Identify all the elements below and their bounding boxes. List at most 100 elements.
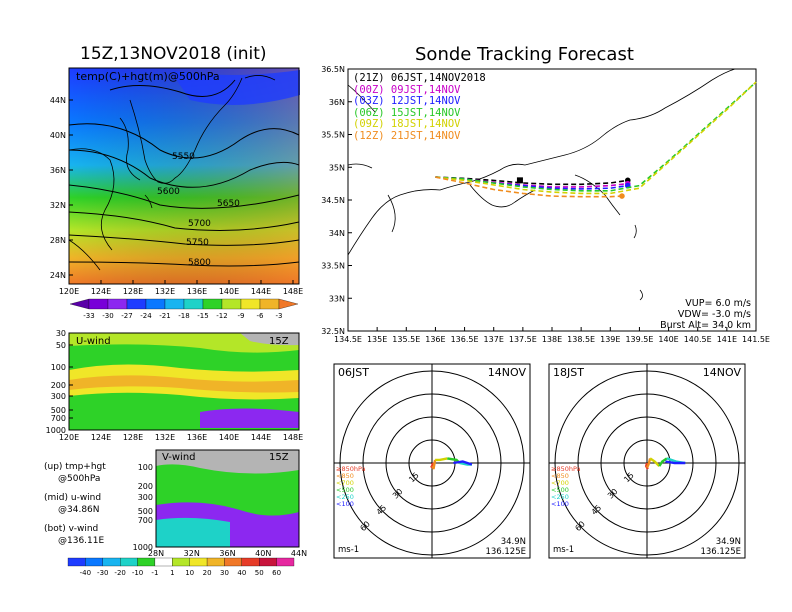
wind-swatch-3 (120, 557, 138, 567)
track-series-3 (435, 81, 757, 192)
track-legend-item-0: (21Z) 06JST,14NOV2018 (353, 72, 486, 84)
legend-mid-b: @34.86N (58, 505, 100, 515)
wind-swatch-6 (172, 557, 190, 567)
temp-swatch-3 (126, 298, 147, 310)
x-tick-label-0: 134.5E (334, 335, 362, 344)
y-tick-label-4: 34.5N (321, 196, 345, 205)
temp-scale-label-2: -27 (121, 312, 132, 320)
hodo-pressure-legend-3: <500 (551, 486, 569, 494)
y-tick-label-7: 33N (329, 294, 345, 303)
info-vup: VUP= 6.0 m/s (685, 298, 751, 309)
temp-swatch-2 (107, 298, 128, 310)
temp-swatch-6 (183, 298, 204, 310)
map-lat-label-0: 44N (50, 96, 66, 105)
contour-label-5650: 5650 (217, 199, 240, 209)
map-lat-label-1: 40N (50, 131, 66, 140)
uwind-lon-label-7: 148E (283, 433, 303, 442)
wind-scale-label-0: -40 (80, 569, 91, 577)
track-legend-item-2: (03Z) 12JST,14NOV (353, 95, 461, 107)
vwind-level-2: 300 (138, 493, 153, 502)
x-tick-label-8: 138.5E (567, 335, 595, 344)
wind-scale-label-2: -20 (114, 569, 125, 577)
height-contours (68, 79, 300, 267)
vwind-level-0: 100 (138, 463, 153, 472)
hodo-lat: 34.9N (501, 537, 526, 547)
uwind-lon-label-5: 140E (219, 433, 239, 442)
vwind-level-3: 500 (138, 507, 153, 516)
track-frame (347, 68, 757, 332)
track-legend-item-1: (00Z) 09JST,14NOV (353, 83, 461, 96)
hodo-lat: 34.9N (716, 537, 741, 547)
map-lon-label-0: 120E (59, 287, 79, 296)
temp-scale-label-9: -6 (257, 312, 265, 320)
uwind-level-6: 700 (51, 414, 66, 423)
uwind-level-3: 200 (51, 381, 66, 390)
hodo-trace-5 (453, 460, 473, 466)
contour-label-5600: 5600 (157, 187, 180, 197)
hodo-trace-5 (665, 460, 686, 465)
temp-swatch-10 (259, 298, 280, 310)
wind-scale-label-7: 20 (203, 569, 212, 577)
temp-swatch-8 (221, 298, 242, 310)
contour-label-5550: 5550 (172, 152, 195, 162)
vwind-level-4: 700 (138, 516, 153, 525)
legend-up-b: @500hPa (58, 474, 101, 484)
temp-swatch-1 (88, 298, 109, 310)
hodo-time: 06JST (338, 366, 369, 379)
x-tick-label-4: 136.5E (451, 335, 479, 344)
vwind-surface-inner (156, 517, 230, 547)
temp-swatch-11 (278, 298, 299, 310)
track-legend: (21Z) 06JST,14NOV2018 (00Z) 09JST,14NOV (0… (353, 72, 486, 142)
map-lon-label-5: 140E (219, 287, 239, 296)
temp-swatch-5 (164, 298, 185, 310)
temp-field-shade (69, 68, 299, 284)
track-legend-item-5: (12Z) 21JST,14NOV (353, 129, 461, 142)
vwind-band-top (156, 450, 299, 474)
uwind-label: U-wind (76, 336, 111, 347)
vwind-level-1: 200 (138, 482, 153, 491)
legend-bot-b: @136.11E (58, 536, 105, 546)
uwind-jet-core (69, 375, 299, 393)
hodo-units: ms-1 (338, 545, 359, 555)
uwind-lon-label-6: 144E (251, 433, 271, 442)
track-end-5 (619, 193, 625, 199)
track-lines (435, 81, 757, 199)
temp-scale-label-4: -21 (159, 312, 170, 320)
temp-scale-label-0: -33 (83, 312, 94, 320)
vwind-level-5: 1000 (133, 543, 153, 552)
x-tick-label-13: 141E (717, 335, 737, 344)
wind-swatch-1 (85, 557, 103, 567)
legend-mid-a: (mid) u-wind (44, 493, 102, 503)
wind-colorbar: -40 -30 -20 -10 -1 1 10 20 30 40 50 60 (67, 557, 295, 577)
uwind-band-top (240, 333, 299, 346)
x-tick-label-9: 139E (600, 335, 620, 344)
hodo-time: 18JST (553, 366, 584, 379)
uwind-frame (68, 332, 300, 431)
hodo-units: ms-1 (553, 545, 574, 555)
uwind-lon-label-1: 124E (91, 433, 111, 442)
hodo-pressure-legend-2: <700 (336, 479, 354, 487)
x-tick-label-12: 140.5E (684, 335, 712, 344)
map-lon-label-4: 136E (187, 287, 207, 296)
hodo-trace-1 (431, 459, 437, 470)
uwind-panel (68, 332, 300, 431)
hodo-pressure-legend-1: <850 (336, 472, 354, 480)
uwind-lon-label-3: 132E (155, 433, 175, 442)
temp-swatch-4 (145, 298, 166, 310)
hodo-pressure-legend-4: <250 (336, 493, 354, 501)
hodo-pressure-legend-5: <100 (336, 500, 354, 508)
contour-label-5750: 5750 (186, 238, 209, 248)
uwind-time: 15Z (269, 336, 289, 347)
vwind-lat-label-1: 32N (184, 549, 200, 558)
wind-scale-label-10: 50 (255, 569, 264, 577)
uwind-level-2: 100 (51, 363, 66, 372)
x-tick-label-6: 137.5E (509, 335, 537, 344)
hodo-trace-2 (435, 457, 448, 462)
y-tick-label-1: 36N (329, 98, 345, 107)
track-coastline (347, 68, 736, 301)
y-tick-label-6: 33.5N (321, 262, 345, 271)
launch-marker (516, 177, 523, 184)
wind-scale-label-4: -1 (151, 569, 158, 577)
